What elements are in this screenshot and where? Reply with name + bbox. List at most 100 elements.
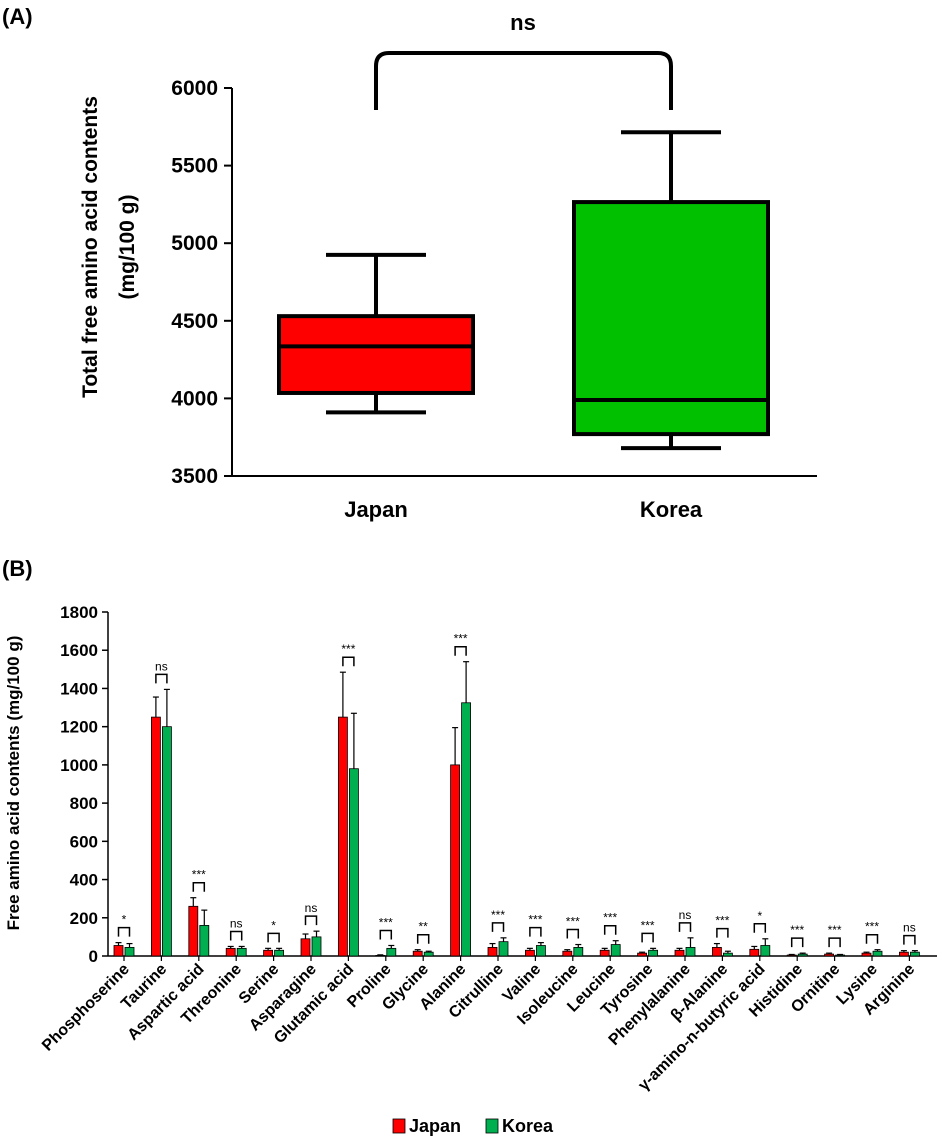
significance-label: ns bbox=[903, 921, 916, 935]
bar-japan bbox=[225, 947, 236, 957]
bar-japan bbox=[263, 949, 274, 957]
bar-korea bbox=[161, 726, 172, 957]
significance-bracket bbox=[192, 881, 206, 892]
bar-y-tick-label: 1200 bbox=[60, 718, 98, 737]
bar-korea bbox=[124, 947, 135, 957]
bar-japan bbox=[749, 948, 760, 957]
boxplot-y-tick-label: 6000 bbox=[171, 77, 218, 100]
bar-japan bbox=[599, 949, 610, 957]
boxplot-chart: Total free amino acid contents (mg/100 g… bbox=[79, 10, 817, 522]
significance-bracket bbox=[828, 937, 841, 948]
bar-korea bbox=[648, 949, 658, 957]
significance-bracket bbox=[267, 932, 280, 943]
significance-bracket bbox=[304, 915, 318, 926]
significance-bracket bbox=[716, 927, 729, 938]
significance-label: *** bbox=[454, 632, 468, 646]
bar-korea bbox=[461, 702, 472, 957]
bar-japan bbox=[899, 951, 909, 957]
boxplot-y-tick-label: 4000 bbox=[171, 387, 218, 410]
bar-korea bbox=[835, 954, 845, 957]
boxplot-y-tick-label: 4500 bbox=[171, 310, 218, 333]
bar-y-tick-label: 1400 bbox=[60, 679, 98, 698]
bar-y-tick-label: 200 bbox=[70, 909, 98, 928]
bar-korea bbox=[199, 925, 210, 957]
bar-korea bbox=[573, 947, 584, 957]
box-korea bbox=[572, 200, 770, 437]
significance-bracket bbox=[342, 656, 355, 667]
significance-label: *** bbox=[491, 908, 505, 922]
bar-japan bbox=[786, 954, 797, 957]
significance-label: *** bbox=[603, 911, 617, 925]
significance-label: ** bbox=[419, 920, 429, 934]
bar-y-tick-label: 1800 bbox=[60, 603, 98, 622]
bar-japan bbox=[562, 950, 573, 957]
bar-korea bbox=[274, 949, 285, 957]
bar-japan bbox=[150, 716, 161, 957]
bar-korea bbox=[386, 947, 397, 957]
bar-japan bbox=[487, 947, 498, 957]
bar-y-tick-label: 800 bbox=[70, 794, 98, 813]
significance-bracket bbox=[491, 922, 505, 932]
bar-y-tick-label: 400 bbox=[70, 871, 98, 890]
significance-bracket bbox=[454, 645, 467, 656]
bar-y-tick-label: 1600 bbox=[60, 641, 98, 660]
bar-japan bbox=[674, 949, 685, 957]
legend-label-korea: Korea bbox=[502, 1116, 554, 1136]
legend-swatch-japan bbox=[392, 1118, 406, 1134]
bar-y-tick-label: 1000 bbox=[60, 756, 98, 775]
significance-label: * bbox=[271, 918, 276, 932]
bar-japan bbox=[861, 952, 872, 957]
bar-japan bbox=[113, 945, 124, 957]
boxplot-y-tick-label: 5500 bbox=[171, 155, 218, 178]
bar-japan bbox=[412, 950, 423, 957]
bar-japan bbox=[525, 949, 535, 957]
boxplot-x-tick-label: Japan bbox=[344, 497, 408, 522]
bar-korea bbox=[536, 945, 546, 957]
significance-label: *** bbox=[192, 868, 206, 882]
legend: Japan Korea bbox=[392, 1116, 554, 1136]
bar-korea bbox=[760, 945, 771, 957]
significance-bracket bbox=[155, 673, 168, 684]
bar-korea bbox=[498, 941, 509, 957]
significance-bracket bbox=[416, 933, 430, 944]
boxplot-y-tick-label: 5000 bbox=[171, 232, 218, 255]
bar-korea bbox=[423, 951, 434, 957]
bar-japan bbox=[824, 953, 834, 957]
significance-bracket bbox=[678, 922, 692, 932]
significance-bracket bbox=[603, 924, 617, 935]
bar-japan bbox=[337, 716, 348, 957]
bar-korea bbox=[872, 950, 883, 957]
significance-bracket bbox=[529, 926, 542, 937]
significance-bracket bbox=[374, 51, 673, 110]
bar-japan bbox=[450, 764, 461, 957]
bar-japan bbox=[375, 955, 386, 957]
panel-b-label: (B) bbox=[2, 556, 33, 581]
significance-label: ns bbox=[679, 908, 692, 922]
bar-chart: Free amino acid contents (mg/100 g) 0 200… bbox=[4, 603, 937, 1136]
significance-label: ns bbox=[510, 10, 536, 35]
boxplot-ylabel-line1: Total free amino acid contents bbox=[79, 96, 102, 398]
significance-label: *** bbox=[341, 642, 355, 656]
legend-swatch-korea bbox=[485, 1118, 499, 1134]
significance-label: *** bbox=[566, 915, 580, 929]
significance-label: *** bbox=[828, 923, 842, 937]
bar-korea bbox=[348, 768, 359, 957]
significance-label: *** bbox=[715, 914, 729, 928]
significance-label: *** bbox=[641, 918, 655, 932]
boxplot-x-tick-label: Korea bbox=[640, 497, 703, 522]
significance-label: ns bbox=[155, 659, 168, 673]
significance-bracket bbox=[379, 929, 393, 940]
significance-label: *** bbox=[379, 915, 393, 929]
bar-japan bbox=[188, 905, 199, 957]
significance-bracket bbox=[865, 933, 879, 944]
bar-x-tick-label: Phosphoserine bbox=[39, 961, 133, 1055]
significance-bracket bbox=[903, 934, 916, 945]
bar-korea bbox=[797, 953, 808, 957]
significance-label: ns bbox=[305, 901, 318, 915]
bar-korea bbox=[910, 951, 920, 957]
significance-bracket bbox=[566, 928, 580, 939]
significance-label: *** bbox=[865, 920, 879, 934]
significance-label: *** bbox=[528, 913, 542, 927]
boxplot-y-tick-label: 3500 bbox=[171, 465, 218, 488]
